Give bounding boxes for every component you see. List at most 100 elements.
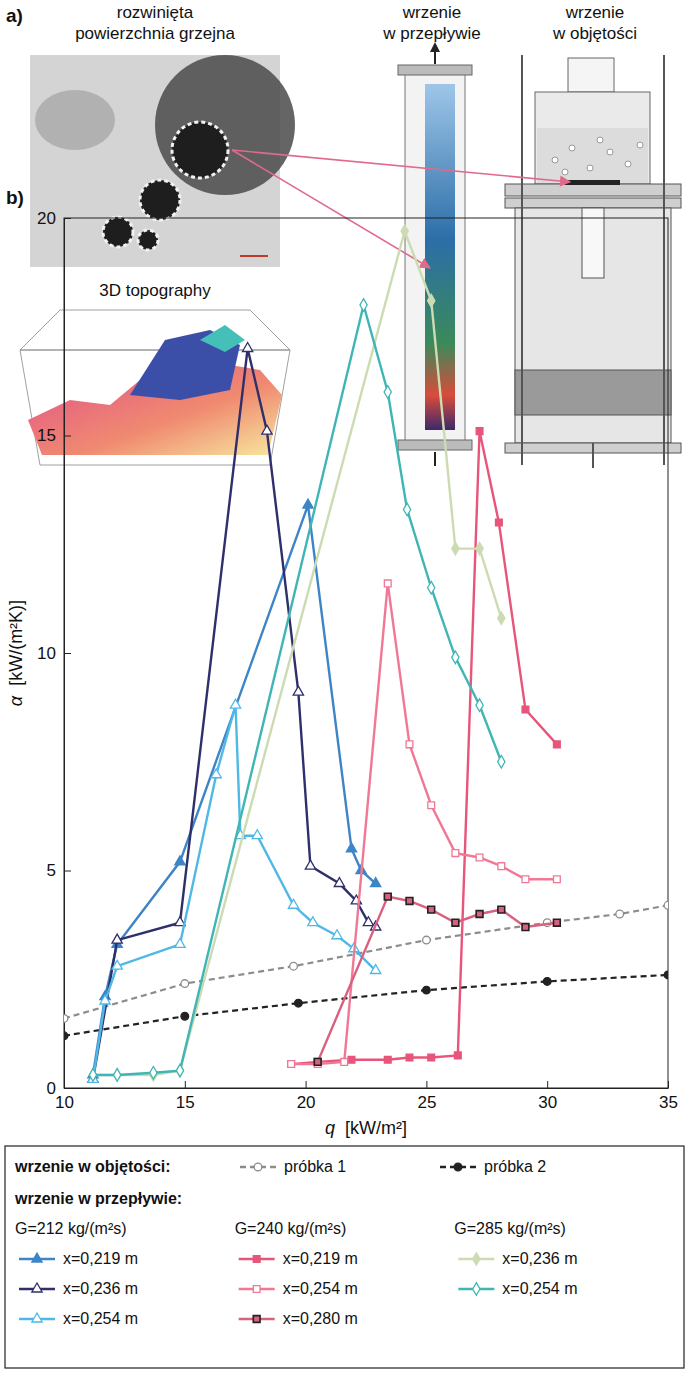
rod	[663, 55, 665, 465]
series	[64, 971, 668, 1040]
figure: a) rozwiniętapowierzchnia grzejna wrzeniew…	[0, 0, 689, 1376]
tick-mark	[64, 1088, 71, 1089]
data-point	[384, 386, 391, 399]
tick: 0	[47, 1079, 71, 1098]
channel-cap	[398, 440, 472, 450]
tick-label: 15	[176, 1093, 195, 1112]
bubble	[625, 161, 631, 167]
liquid	[537, 128, 648, 183]
tick: 20	[297, 1081, 316, 1112]
panel-label: a)	[6, 5, 23, 26]
data-point	[303, 499, 313, 508]
tick-label: 10	[55, 1093, 74, 1112]
data-point	[498, 906, 505, 913]
legend-marker	[254, 1163, 262, 1171]
micrograph-shade	[155, 55, 295, 195]
data-point	[476, 854, 483, 861]
legend-label: próbka 1	[284, 1158, 346, 1175]
data-point	[371, 965, 381, 974]
data-point	[664, 901, 668, 909]
data-point	[522, 924, 529, 931]
legend-label: x=0,254 m	[502, 1280, 577, 1297]
data-point	[406, 741, 413, 748]
data-point	[452, 850, 459, 857]
legend-entry: x=0,219 m	[239, 1250, 358, 1267]
legend-entry: x=0,219 m	[19, 1250, 138, 1267]
legend-label: x=0,219 m	[63, 1250, 138, 1267]
legend-label: x=0,280 m	[283, 1310, 358, 1327]
data-point	[181, 980, 189, 988]
panel-title: wrzeniew przepływie	[382, 3, 480, 43]
data-point	[616, 910, 624, 918]
series	[89, 299, 505, 1082]
legend-entry: x=0,280 m	[239, 1310, 358, 1327]
data-point	[476, 428, 483, 435]
legend-marker	[253, 1256, 260, 1263]
tick-mark	[185, 1081, 186, 1088]
data-point	[423, 986, 431, 994]
tick: 35	[659, 1081, 678, 1112]
data-point	[498, 612, 505, 625]
tick: 20	[37, 209, 71, 228]
legend-marker	[253, 1316, 260, 1323]
data-point	[384, 1056, 391, 1063]
channel-cap	[398, 65, 472, 75]
vessel	[535, 92, 650, 184]
legend-marker	[253, 1286, 260, 1293]
series	[88, 699, 381, 1082]
tick-label: 15	[37, 426, 56, 445]
tick-label: 25	[417, 1093, 436, 1112]
bubble	[562, 169, 568, 175]
data-point	[553, 919, 560, 926]
data-point	[288, 1061, 295, 1068]
legend-group: G=285 kg/(m²s)	[454, 1220, 566, 1237]
series-line	[93, 231, 501, 1075]
legend-group: G=240 kg/(m²s)	[235, 1220, 347, 1237]
flow-arrow	[434, 452, 436, 466]
legend-group: G=212 kg/(m²s)	[15, 1220, 127, 1237]
legend-label: x=0,254 m	[63, 1310, 138, 1327]
tick-mark	[668, 1081, 669, 1088]
tick-label: 20	[37, 209, 56, 228]
data-point	[360, 299, 367, 312]
tick: 10	[37, 644, 71, 663]
rod	[592, 443, 594, 468]
legend-entry: x=0,236 m	[458, 1250, 577, 1267]
cavity	[138, 230, 158, 250]
tick-label: 35	[659, 1093, 678, 1112]
bubble	[597, 137, 603, 143]
legend-entry: próbka 1	[240, 1158, 346, 1175]
bubble	[607, 149, 613, 155]
data-point	[454, 1052, 461, 1059]
series-line	[93, 349, 376, 1080]
legend-category: wrzenie w objętości:	[14, 1158, 171, 1175]
tick: 25	[417, 1081, 436, 1112]
data-point	[100, 995, 110, 1004]
data-point	[150, 1066, 157, 1079]
topo-peak	[200, 325, 245, 352]
data-point	[308, 917, 318, 926]
data-point	[176, 1064, 183, 1077]
data-point	[181, 1012, 189, 1020]
legend-marker	[32, 1283, 42, 1292]
legend-box	[5, 1146, 684, 1368]
series-line	[93, 505, 376, 1075]
panel-title: rozwiniętapowierzchnia grzejna	[75, 3, 235, 43]
series	[314, 893, 560, 1065]
data-point	[522, 876, 529, 883]
series-line	[291, 583, 557, 1064]
tick-label: 30	[538, 1093, 557, 1112]
legend-entry: x=0,236 m	[19, 1280, 138, 1297]
tick-label: 20	[297, 1093, 316, 1112]
tick-mark	[426, 1081, 427, 1088]
tick: 15	[37, 426, 71, 445]
x-axis-title: q [kW/m²]	[325, 1118, 407, 1138]
data-point	[406, 1054, 413, 1061]
flow-arrowhead	[430, 42, 440, 52]
micrograph	[30, 55, 295, 267]
channel-foil	[425, 84, 455, 430]
flange	[505, 198, 681, 208]
bubble	[569, 145, 575, 151]
data-point	[423, 936, 431, 944]
legend-marker	[473, 1283, 480, 1296]
